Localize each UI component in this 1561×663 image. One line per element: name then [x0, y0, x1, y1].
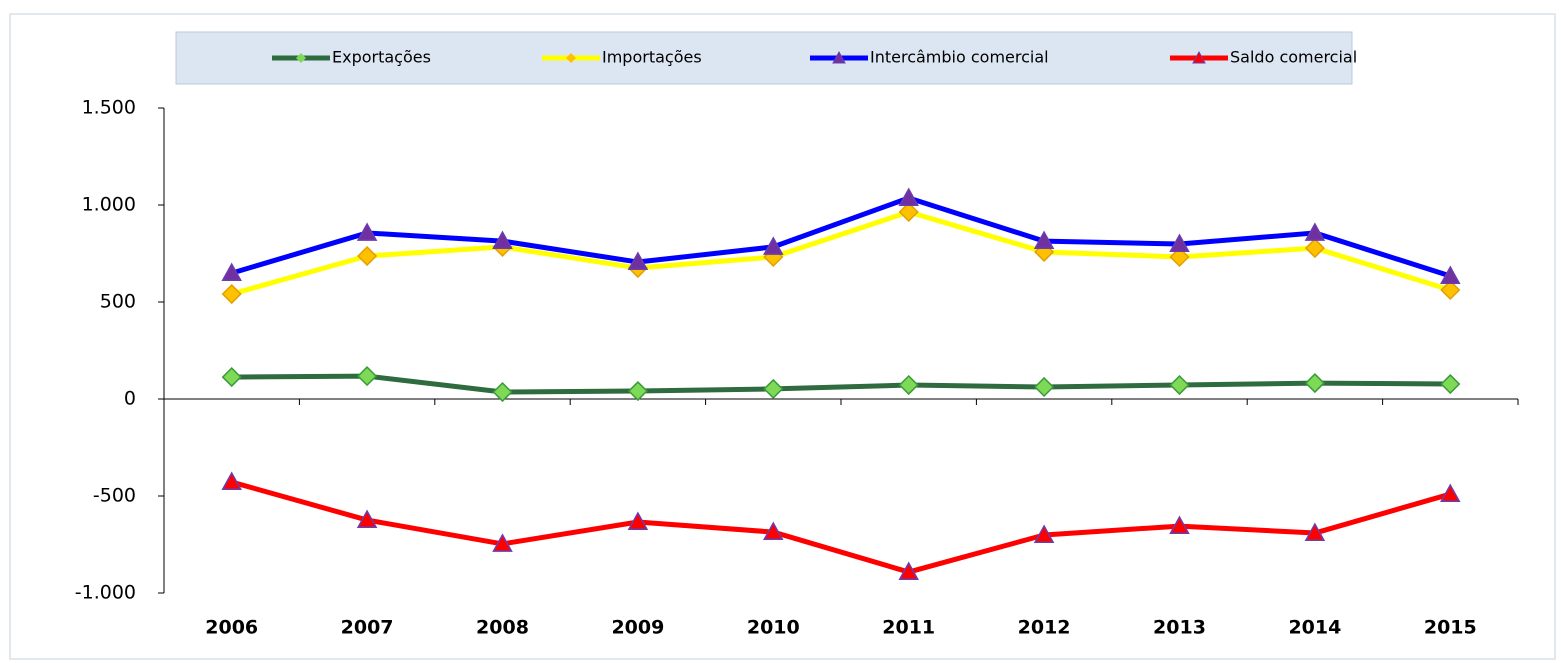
marker	[1033, 230, 1055, 250]
x-tick-label: 2011	[882, 617, 935, 639]
marker	[1304, 238, 1325, 259]
marker	[898, 187, 919, 206]
x-tick-label: 2007	[341, 617, 394, 639]
marker	[627, 380, 648, 402]
marker	[1304, 373, 1325, 394]
marker	[356, 509, 378, 529]
legend-label: Intercâmbio comercial	[870, 48, 1049, 67]
marker	[221, 262, 242, 282]
marker	[221, 471, 242, 490]
legend-marker	[296, 53, 306, 63]
marker	[356, 222, 378, 241]
marker	[627, 251, 649, 270]
y-tick-label: -500	[93, 485, 136, 507]
marker	[898, 201, 919, 223]
marker	[1169, 374, 1190, 396]
x-tick-label: 2006	[205, 617, 258, 639]
marker	[898, 374, 919, 396]
marker	[898, 561, 919, 580]
x-tick-label: 2014	[1288, 617, 1341, 639]
marker	[1304, 522, 1326, 542]
x-tick-label: 2012	[1018, 617, 1071, 639]
marker	[357, 366, 378, 387]
y-tick-label: 1.500	[82, 97, 136, 119]
marker	[1169, 246, 1190, 268]
legend-box	[175, 31, 1353, 85]
series-line	[231, 479, 1451, 575]
marker	[627, 511, 649, 530]
chart-frame	[9, 13, 1556, 660]
series-line	[231, 373, 1451, 395]
x-tick-label: 2015	[1424, 617, 1477, 639]
marker	[1440, 279, 1461, 301]
x-tick-label: 2008	[476, 617, 529, 639]
marker	[763, 236, 784, 255]
legend-marker	[832, 50, 846, 64]
marker	[1440, 483, 1461, 503]
legend-label: Importações	[602, 48, 702, 67]
marker	[221, 283, 242, 305]
marker	[1034, 376, 1055, 398]
x-tick-label: 2013	[1153, 617, 1206, 639]
marker	[1440, 374, 1461, 395]
marker	[1304, 222, 1326, 241]
series-line	[230, 195, 1452, 279]
marker	[1440, 265, 1461, 284]
y-tick-label: 500	[100, 291, 136, 313]
marker	[492, 381, 513, 403]
marker	[1033, 524, 1055, 543]
x-tick-label: 2010	[747, 617, 800, 639]
y-tick-label: 1.000	[82, 194, 136, 216]
y-tick-label: 0	[124, 388, 136, 410]
legend-label: Saldo comercial	[1230, 48, 1357, 67]
marker	[1169, 515, 1190, 535]
y-tick-label: -1.000	[75, 582, 136, 604]
legend-label: Exportações	[332, 48, 431, 67]
legend-marker	[1192, 50, 1206, 64]
marker	[492, 533, 513, 552]
marker	[763, 521, 784, 541]
series-line	[231, 209, 1452, 297]
marker	[1169, 233, 1190, 252]
marker	[763, 378, 784, 399]
legend-marker	[566, 53, 576, 63]
marker	[221, 367, 242, 388]
marker	[492, 230, 513, 250]
marker	[357, 245, 378, 267]
x-tick-label: 2009	[611, 617, 664, 639]
